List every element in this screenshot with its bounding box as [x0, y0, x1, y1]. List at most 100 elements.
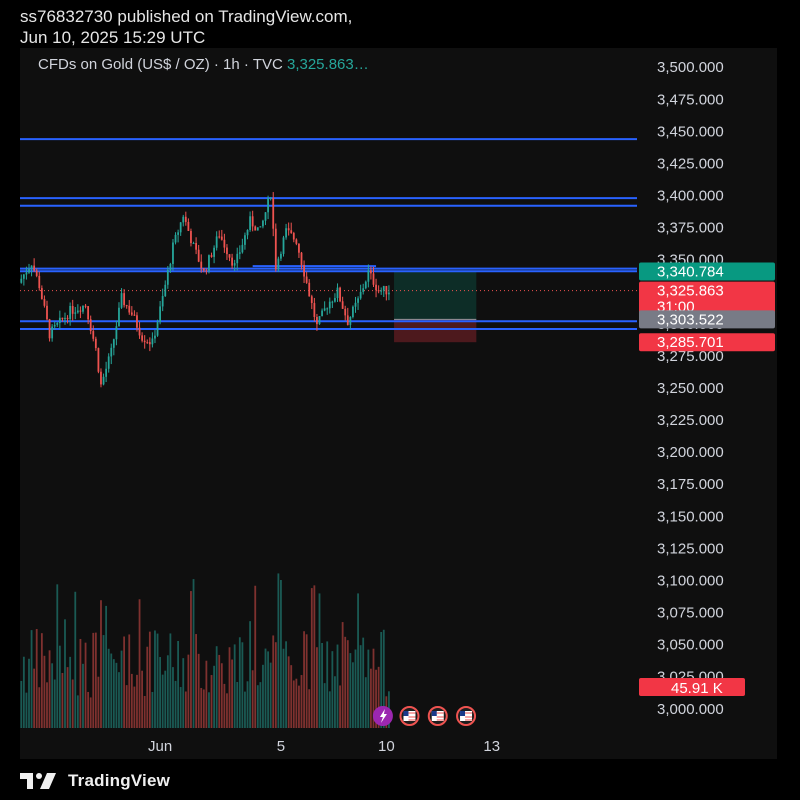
candle[interactable]	[30, 265, 33, 270]
candle[interactable]	[76, 310, 79, 313]
candle[interactable]	[259, 226, 262, 228]
candle[interactable]	[244, 235, 246, 245]
candle[interactable]	[61, 317, 64, 320]
candle[interactable]	[326, 308, 329, 310]
candle[interactable]	[174, 234, 177, 243]
candle[interactable]	[110, 347, 113, 357]
candle[interactable]	[94, 338, 97, 349]
candle[interactable]	[313, 303, 316, 318]
candle[interactable]	[367, 270, 370, 282]
candle[interactable]	[40, 288, 43, 300]
candle[interactable]	[97, 348, 100, 372]
candle[interactable]	[208, 255, 210, 271]
candle[interactable]	[66, 317, 69, 319]
candle[interactable]	[164, 284, 167, 297]
candle[interactable]	[43, 299, 46, 306]
axis-price-label[interactable]	[639, 333, 775, 352]
candle[interactable]	[82, 305, 84, 312]
candle[interactable]	[310, 296, 313, 304]
candle[interactable]	[316, 317, 318, 325]
candle[interactable]	[133, 314, 136, 316]
candle[interactable]	[166, 270, 169, 285]
candle[interactable]	[344, 308, 347, 316]
candle[interactable]	[148, 342, 151, 345]
candle[interactable]	[331, 301, 334, 303]
candle[interactable]	[210, 255, 213, 257]
candle[interactable]	[161, 296, 164, 307]
candle[interactable]	[334, 298, 336, 302]
candle[interactable]	[35, 270, 38, 276]
candle[interactable]	[64, 317, 66, 320]
candle[interactable]	[197, 249, 200, 262]
candle[interactable]	[339, 287, 341, 302]
candle[interactable]	[28, 269, 30, 273]
candle[interactable]	[241, 244, 244, 253]
candle[interactable]	[172, 242, 174, 264]
candle[interactable]	[58, 317, 61, 323]
candle[interactable]	[215, 236, 218, 248]
candle[interactable]	[218, 236, 221, 238]
candle[interactable]	[136, 315, 138, 328]
candle[interactable]	[354, 302, 357, 307]
candle[interactable]	[146, 342, 149, 344]
candle[interactable]	[154, 335, 156, 339]
candle[interactable]	[195, 243, 198, 250]
candle[interactable]	[305, 276, 308, 283]
candle[interactable]	[151, 338, 154, 345]
candle[interactable]	[187, 221, 190, 231]
candle[interactable]	[25, 272, 28, 275]
candle[interactable]	[179, 222, 182, 233]
candle[interactable]	[328, 301, 331, 309]
candle[interactable]	[372, 273, 375, 285]
candle[interactable]	[318, 316, 321, 325]
candle[interactable]	[89, 319, 92, 332]
position-loss-zone[interactable]	[394, 319, 477, 343]
candle[interactable]	[385, 286, 388, 295]
position-profit-zone[interactable]	[394, 271, 477, 320]
candle[interactable]	[205, 270, 208, 272]
candle[interactable]	[290, 230, 293, 234]
candle[interactable]	[382, 286, 385, 291]
candle[interactable]	[285, 228, 287, 238]
candle[interactable]	[56, 322, 59, 325]
candle[interactable]	[123, 293, 126, 306]
candle[interactable]	[182, 216, 185, 223]
candle[interactable]	[295, 239, 298, 244]
candle[interactable]	[200, 261, 203, 269]
candle[interactable]	[79, 310, 82, 312]
symbol-legend[interactable]: CFDs on Gold (US$ / OZ) · 1h · TVC 3,325…	[38, 56, 369, 73]
candle[interactable]	[53, 324, 56, 327]
candle[interactable]	[249, 216, 251, 230]
candle[interactable]	[143, 340, 146, 343]
candle[interactable]	[357, 298, 359, 303]
candle[interactable]	[69, 305, 72, 319]
candle[interactable]	[184, 216, 187, 222]
candle[interactable]	[48, 319, 51, 339]
candle[interactable]	[22, 274, 25, 279]
candle[interactable]	[118, 307, 120, 327]
candle[interactable]	[277, 258, 280, 270]
candle[interactable]	[370, 270, 372, 274]
candle[interactable]	[192, 243, 195, 245]
candle[interactable]	[377, 290, 380, 292]
candle[interactable]	[264, 212, 267, 221]
candlestick-chart[interactable]: 3,500.000 3,475.000 3,450.000 3,425.000 3,40…	[20, 48, 777, 759]
candle[interactable]	[321, 310, 323, 317]
candle[interactable]	[107, 356, 110, 369]
candle[interactable]	[280, 253, 282, 259]
candle[interactable]	[102, 376, 105, 385]
candle[interactable]	[231, 257, 233, 266]
candle[interactable]	[323, 308, 326, 311]
candle[interactable]	[236, 253, 239, 264]
candle[interactable]	[105, 368, 108, 377]
candle[interactable]	[256, 227, 259, 231]
candle[interactable]	[336, 287, 339, 299]
candle[interactable]	[362, 288, 365, 292]
candle[interactable]	[346, 315, 349, 325]
candle[interactable]	[190, 230, 192, 244]
candle[interactable]	[267, 197, 269, 213]
candle[interactable]	[228, 254, 231, 258]
candle[interactable]	[33, 265, 36, 271]
candle[interactable]	[364, 281, 367, 289]
candle[interactable]	[202, 268, 205, 271]
